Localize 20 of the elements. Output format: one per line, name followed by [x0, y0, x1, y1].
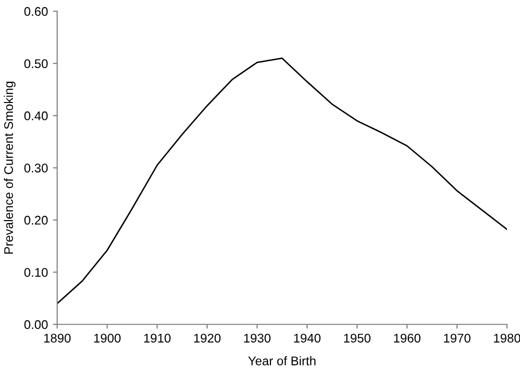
x-tick-label: 1970: [444, 334, 470, 343]
x-tick-label: 1890: [44, 334, 71, 343]
x-tick-label: 1920: [194, 334, 221, 343]
y-axis-title: Prevalence of Current Smoking: [4, 82, 16, 254]
y-tick-label: 0.00: [24, 320, 48, 330]
x-tick-label: 1910: [144, 334, 171, 343]
x-tick-label: 1960: [394, 334, 420, 343]
y-tick-label: 0.40: [24, 111, 48, 120]
x-axis-title: Year of Birth: [248, 356, 316, 366]
y-tick-label: 0.10: [24, 268, 48, 277]
x-tick-label: 1980: [494, 334, 520, 343]
line-series: [57, 58, 507, 304]
y-tick-label: 0.60: [24, 7, 48, 16]
x-tick-label: 1930: [244, 334, 271, 343]
x-tick-label: 1900: [94, 334, 121, 343]
y-tick-label: 0.50: [24, 59, 48, 68]
y-tick-label: 0.20: [24, 216, 48, 225]
y-tick-label: 0.30: [24, 164, 48, 172]
x-tick-label: 1950: [344, 334, 370, 343]
x-tick-label: 1940: [294, 334, 321, 343]
